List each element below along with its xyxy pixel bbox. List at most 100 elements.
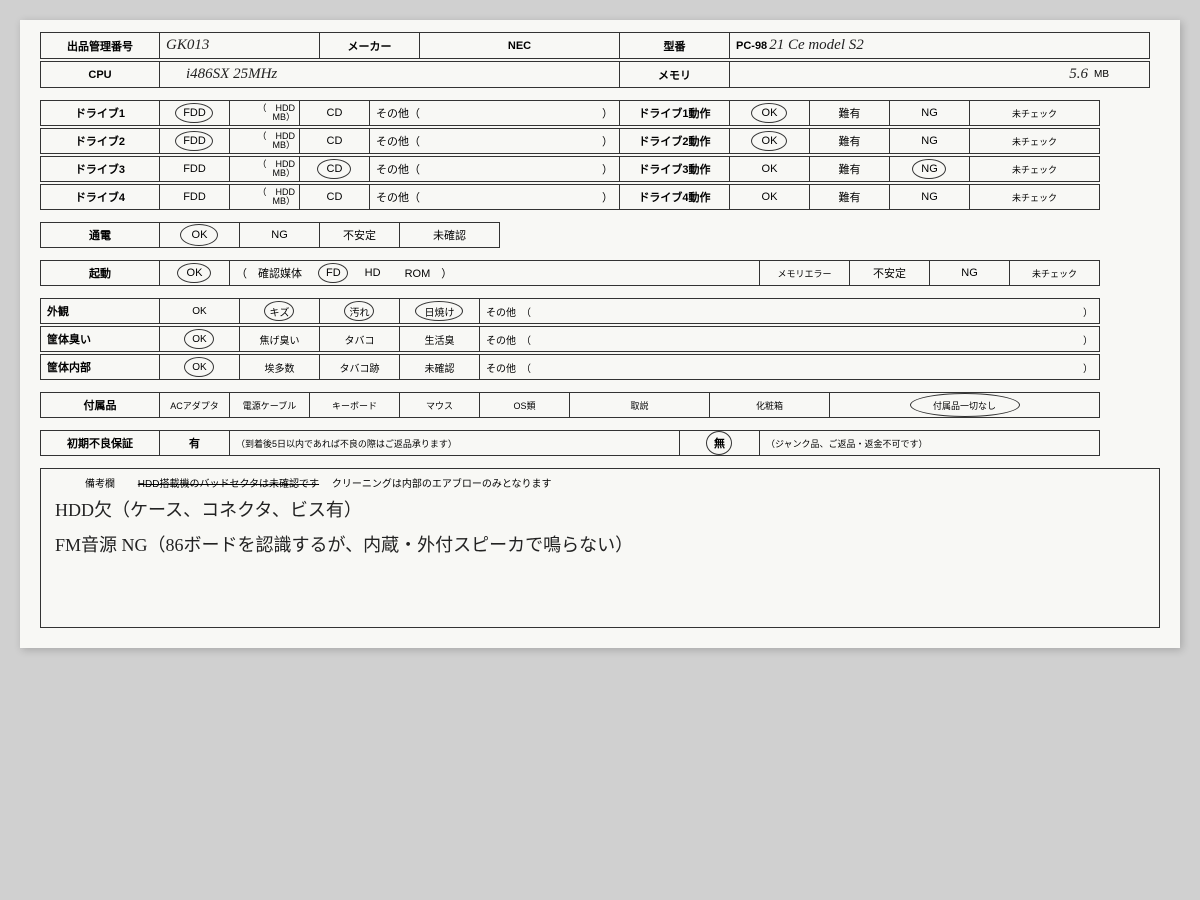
drive-op-label: ドライブ3動作 [620,156,730,182]
app-opt-2: タバコ跡 [320,354,400,380]
acc-none-text: 付属品一切なし [933,399,996,412]
notes-header: 備考欄 HDD搭載機のバッドセクタは未確認です クリーニングは内部のエアブローの… [55,475,1145,490]
boot-memerr: メモリエラー [760,260,850,286]
drive-unchecked: 未チェック [970,156,1100,182]
drive-row-4: ドライブ4FDD（ HDDMB）CDその他（）ドライブ4動作OK難有NG未チェッ… [40,184,1160,210]
power-row: 通電 OK NG 不安定 未確認 [40,222,1160,248]
drive-hdd: （ HDDMB） [230,128,300,154]
inspection-sheet: 出品管理番号 GK013 メーカー NEC 型番 PC-98 21 Ce mod… [20,20,1180,648]
boot-unstable: 不安定 [850,260,930,286]
app-other: その他 （） [480,298,1100,324]
mem-unit: MB [1094,69,1109,80]
drive-ng: NG [890,184,970,210]
drive-fdd: FDD [160,128,230,154]
drive-label: ドライブ1 [40,100,160,126]
drive-nanyu: 難有 [810,156,890,182]
drive-cd: CD [300,128,370,154]
drive-op-label: ドライブ1動作 [620,100,730,126]
warranty-row: 初期不良保証 有 （到着後5日以内であれば不良の際はご返品承ります） 無 （ジャ… [40,430,1160,456]
app-opt-1: 埃多数 [240,354,320,380]
drive-label: ドライブ3 [40,156,160,182]
drive-row-2: ドライブ2FDD（ HDDMB）CDその他（）ドライブ2動作OK難有NG未チェッ… [40,128,1160,154]
notes-box: 備考欄 HDD搭載機のバッドセクタは未確認です クリーニングは内部のエアブローの… [40,468,1160,628]
drive-unchecked: 未チェック [970,128,1100,154]
maker-value: NEC [420,32,620,59]
power-ng: NG [240,222,320,248]
boot-hd: HD [365,267,381,279]
app-opt-0: OK [160,326,240,352]
notes-title: 備考欄 [85,479,115,490]
app-label: 筐体内部 [40,354,160,380]
drive-op-label: ドライブ4動作 [620,184,730,210]
app-opt-2: 汚れ [320,298,400,324]
app-opt-3: 未確認 [400,354,480,380]
war-label: 初期不良保証 [40,430,160,456]
drive-ng: NG [890,100,970,126]
war-yes-note: （到着後5日以内であれば不良の際はご返品承ります） [230,430,680,456]
drive-nanyu: 難有 [810,100,890,126]
war-no-text: 無 [714,435,725,451]
boot-media: （ 確認媒体 FD HD ROM ） [230,260,760,286]
drive-other: その他（） [370,156,620,182]
boot-ng: NG [930,260,1010,286]
acc-ac: ACアダプタ [160,392,230,418]
app-opt-1: 焦げ臭い [240,326,320,352]
war-no: 無 [680,430,760,456]
drive-unchecked: 未チェック [970,184,1100,210]
drive-nanyu: 難有 [810,128,890,154]
drive-row-3: ドライブ3FDD（ HDDMB）CDその他（）ドライブ3動作OK難有NG未チェッ… [40,156,1160,182]
app-opt-1: キズ [240,298,320,324]
notes-struck: HDD搭載機のバッドセクタは未確認です [138,479,319,490]
drive-hdd: （ HDDMB） [230,100,300,126]
specs-row: CPU i486SX 25MHz メモリ 5.6 MB [40,61,1160,88]
acc-os: OS類 [480,392,570,418]
app-opt-2: タバコ [320,326,400,352]
acc-none: 付属品一切なし [830,392,1100,418]
cpu-value-text: i486SX 25MHz [186,66,277,83]
drive-label: ドライブ2 [40,128,160,154]
drive-op-label: ドライブ2動作 [620,128,730,154]
app-other: その他 （） [480,354,1100,380]
drive-cd: CD [300,184,370,210]
drive-ok: OK [730,156,810,182]
mem-value: 5.6 MB [730,61,1150,88]
drives-block: ドライブ1FDD（ HDDMB）CDその他（）ドライブ1動作OK難有NG未チェッ… [40,100,1160,210]
drive-ok: OK [730,184,810,210]
cpu-value: i486SX 25MHz [160,61,620,88]
acc-box: 化粧箱 [710,392,830,418]
acc-cable: 電源ケーブル [230,392,310,418]
drive-cd: CD [300,156,370,182]
accessories-row: 付属品 ACアダプタ 電源ケーブル キーボード マウス OS類 取説 化粧箱 付… [40,392,1160,418]
boot-row: 起動 OK （ 確認媒体 FD HD ROM ） メモリエラー 不安定 NG 未… [40,260,1160,286]
app-label: 外観 [40,298,160,324]
header-row: 出品管理番号 GK013 メーカー NEC 型番 PC-98 21 Ce mod… [40,32,1160,59]
mem-value-text: 5.6 [1069,66,1088,83]
mgmt-label: 出品管理番号 [40,32,160,59]
mem-label: メモリ [620,61,730,88]
app-opt-3: 日焼け [400,298,480,324]
cpu-label: CPU [40,61,160,88]
app-other: その他 （） [480,326,1100,352]
drive-ng: NG [890,156,970,182]
appearance-row-2: 筐体臭いOK焦げ臭いタバコ生活臭その他 （） [40,326,1160,352]
drive-ng: NG [890,128,970,154]
appearance-row-1: 外観OKキズ汚れ日焼けその他 （） [40,298,1160,324]
power-ok: OK [160,222,240,248]
mgmt-value-text: GK013 [166,37,209,54]
war-no-note: （ジャンク品、ご返品・返金不可です） [760,430,1100,456]
app-opt-3: 生活臭 [400,326,480,352]
notes-line-1: HDD欠（ケース、コネクタ、ビス有） [55,496,1145,525]
boot-fd: FD [326,267,341,279]
acc-mouse: マウス [400,392,480,418]
app-opt-0: OK [160,354,240,380]
notes-line-2: FM音源 NG（86ボードを認識するが、内蔵・外付スピーカで鳴らない） [55,531,1145,560]
boot-media-label: （ 確認媒体 [236,265,302,281]
drive-row-1: ドライブ1FDD（ HDDMB）CDその他（）ドライブ1動作OK難有NG未チェッ… [40,100,1160,126]
appearance-row-3: 筐体内部OK埃多数タバコ跡未確認その他 （） [40,354,1160,380]
notes-fixed: クリーニングは内部のエアブローのみとなります [322,479,552,490]
app-label: 筐体臭い [40,326,160,352]
drive-ok: OK [730,100,810,126]
boot-label: 起動 [40,260,160,286]
drive-hdd: （ HDDMB） [230,184,300,210]
acc-manual: 取説 [570,392,710,418]
